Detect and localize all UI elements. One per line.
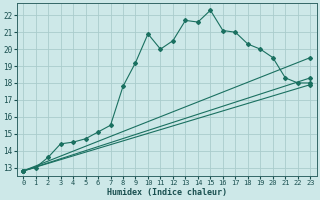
X-axis label: Humidex (Indice chaleur): Humidex (Indice chaleur) — [107, 188, 227, 197]
